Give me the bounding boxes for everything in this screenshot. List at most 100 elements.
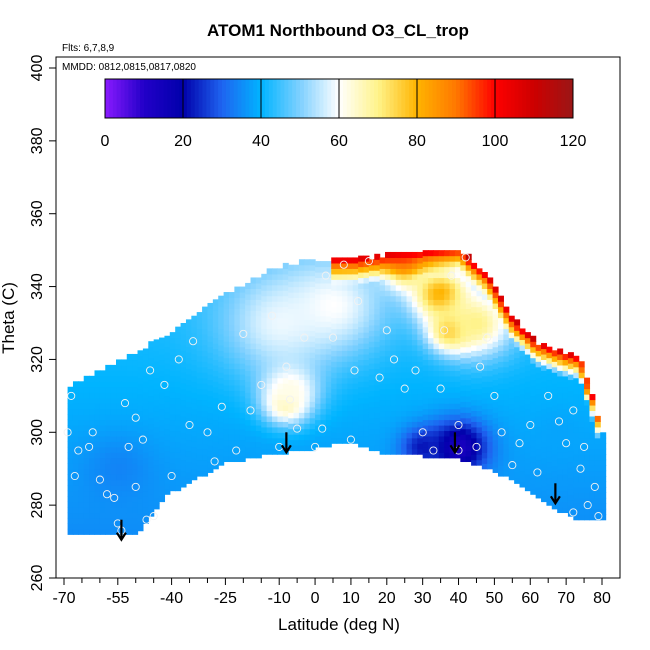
heatmap-cell: [481, 446, 488, 453]
heatmap-cell: [363, 403, 370, 410]
heatmap-cell: [417, 443, 424, 450]
heatmap-cell: [567, 374, 574, 381]
heatmap-cell: [126, 408, 133, 415]
heatmap-cell: [428, 381, 435, 388]
heatmap-cell: [487, 403, 494, 410]
heatmap-cell: [541, 348, 548, 355]
heatmap-cell: [476, 394, 483, 401]
heatmap-cell: [471, 290, 478, 297]
heatmap-cell: [385, 312, 391, 319]
heatmap-cell: [142, 479, 149, 486]
heatmap-cell: [169, 468, 176, 475]
heatmap-cell: [524, 463, 531, 470]
heatmap-cell: [202, 355, 209, 362]
colorbar-swatch: [132, 79, 137, 118]
heatmap-cell: [266, 333, 273, 340]
heatmap-cell: [508, 414, 515, 421]
x-tick-label: 10: [342, 590, 360, 607]
heatmap-cell: [212, 332, 219, 339]
heatmap-cell: [535, 437, 542, 444]
heatmap-cell: [159, 359, 166, 366]
heatmap-cell: [374, 281, 381, 288]
heatmap-cell: [395, 415, 402, 422]
heatmap-cell: [185, 352, 192, 359]
heatmap-cell: [341, 372, 348, 379]
heatmap-cell: [481, 353, 488, 361]
heatmap-cell: [250, 288, 257, 295]
heatmap-cell: [293, 330, 300, 337]
heatmap-cell: [142, 392, 149, 399]
heatmap-cell: [315, 315, 322, 322]
heatmap-cell: [584, 503, 591, 510]
heatmap-cell: [175, 370, 182, 377]
heatmap-cell: [266, 437, 273, 444]
heatmap-cell: [298, 264, 305, 271]
heatmap-cell: [444, 321, 451, 328]
heatmap-cell: [530, 450, 537, 457]
heatmap-cell: [460, 259, 467, 266]
heatmap-cell: [541, 474, 548, 481]
colorbar-swatch: [237, 79, 242, 118]
heatmap-cell: [126, 468, 133, 475]
heatmap-cell: [471, 404, 478, 412]
heatmap-cell: [449, 397, 456, 404]
heatmap-cell: [363, 326, 370, 333]
heatmap-cell: [331, 388, 338, 395]
heatmap-cell: [385, 306, 391, 313]
heatmap-cell: [497, 295, 504, 302]
x-tick-label: 50: [486, 590, 504, 607]
heatmap-cell: [454, 403, 461, 410]
heatmap-cell: [159, 441, 166, 448]
heatmap-cell: [336, 339, 343, 346]
heatmap-cell: [401, 279, 408, 286]
heatmap-cell: [341, 432, 348, 439]
heatmap-cell: [352, 306, 359, 313]
heatmap-cell: [105, 370, 112, 377]
heatmap-cell: [202, 410, 209, 417]
heatmap-cell: [207, 445, 214, 452]
heatmap-cell: [438, 277, 445, 284]
observation-point: [400, 384, 409, 393]
heatmap-cell: [363, 359, 370, 366]
heatmap-cell: [272, 410, 279, 417]
heatmap-cell: [481, 272, 488, 279]
heatmap-cell: [272, 388, 279, 395]
heatmap-cell: [514, 428, 521, 435]
heatmap-cell: [180, 454, 187, 461]
heatmap-cell: [218, 404, 225, 412]
heatmap-cell: [255, 337, 262, 344]
heatmap-cell: [239, 450, 246, 457]
heatmap-cell: [476, 290, 483, 297]
heatmap-cell: [148, 450, 155, 457]
heatmap-cell: [476, 372, 483, 379]
heatmap-cell: [530, 439, 537, 446]
heatmap-cell: [368, 390, 375, 397]
heatmap-cell: [164, 445, 171, 452]
heatmap-cell: [471, 339, 478, 346]
heatmap-cell: [541, 441, 548, 448]
heatmap-cell: [89, 452, 96, 459]
colorbar-swatch: [432, 79, 437, 118]
heatmap-cell: [589, 508, 596, 515]
heatmap-cell: [471, 361, 478, 368]
heatmap-cell: [374, 341, 381, 348]
colorbar-swatch: [487, 79, 492, 118]
heatmap-cell: [460, 379, 467, 386]
heatmap-cell: [261, 306, 268, 313]
heatmap-cell: [460, 423, 467, 430]
colorbar-swatch: [124, 79, 129, 118]
observation-point: [311, 442, 320, 451]
heatmap-cell: [449, 441, 456, 448]
heatmap-cell: [72, 463, 79, 470]
colorbar-swatch: [249, 79, 254, 118]
heatmap-cell: [223, 324, 230, 331]
colorbar-tick-label: 120: [560, 133, 587, 150]
heatmap-cell: [352, 273, 359, 280]
heatmap-cell: [411, 273, 418, 280]
observation-point: [447, 271, 456, 280]
heatmap-cell: [202, 415, 209, 422]
heatmap-cell: [325, 304, 332, 311]
heatmap-cell: [438, 414, 445, 421]
heatmap-cell: [411, 377, 418, 384]
observation-point: [318, 424, 327, 433]
